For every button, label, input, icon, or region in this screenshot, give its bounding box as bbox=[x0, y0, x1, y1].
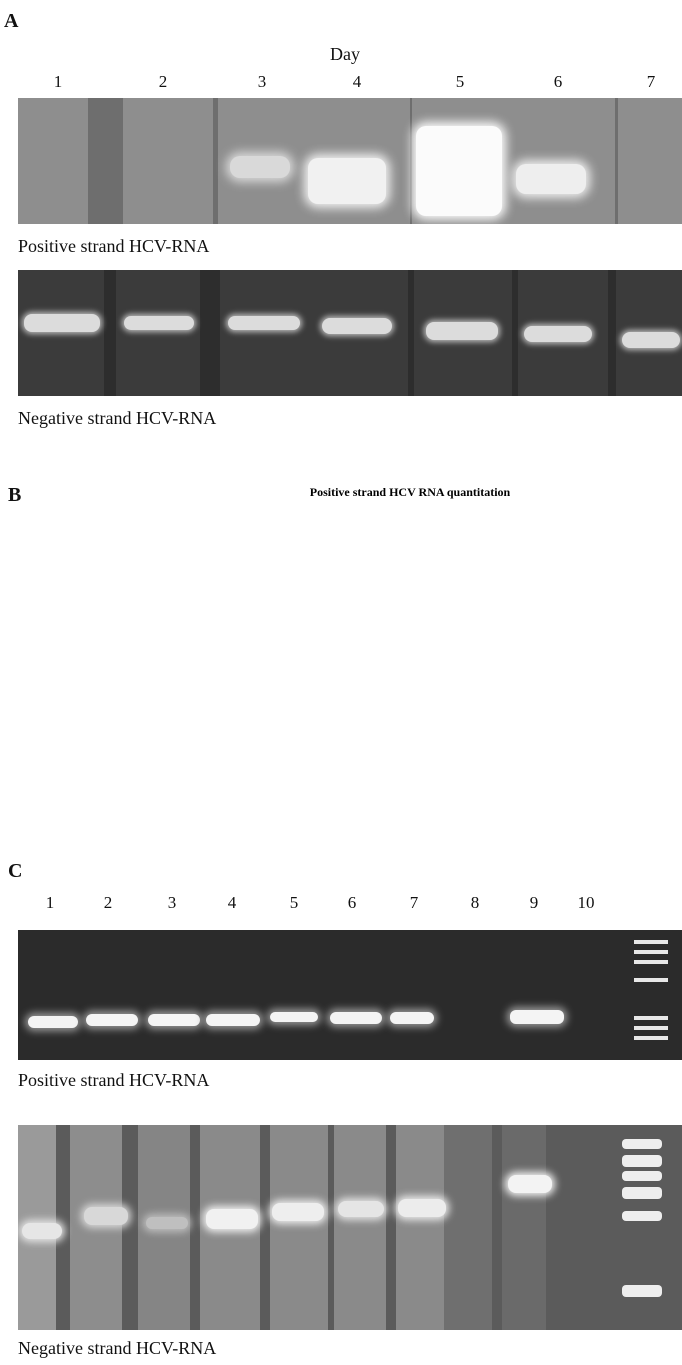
panel-c-letter: C bbox=[8, 860, 23, 882]
gel-band bbox=[86, 1014, 138, 1026]
gel-band bbox=[228, 316, 300, 330]
quantitation-line-chart: 0500010000150002000025000300001234567Pos… bbox=[310, 485, 511, 499]
ladder-band bbox=[622, 1155, 662, 1167]
ladder-band bbox=[634, 1036, 668, 1040]
gel-band bbox=[22, 1223, 62, 1239]
gel-a-positive bbox=[18, 98, 682, 224]
panel-a-lane-number: 6 bbox=[553, 72, 563, 91]
gel-band bbox=[206, 1209, 258, 1229]
ladder-band bbox=[622, 1171, 662, 1181]
panel-c-positive-caption: Positive strand HCV-RNA bbox=[18, 1070, 210, 1090]
panel-a-letter: A bbox=[4, 10, 19, 32]
day-label: Day bbox=[330, 44, 360, 64]
gel-band bbox=[24, 314, 100, 332]
gel-band bbox=[390, 1012, 434, 1024]
gel-band bbox=[206, 1014, 260, 1026]
panel-a-lane-number: 4 bbox=[352, 72, 362, 91]
gel-band bbox=[426, 322, 498, 340]
ladder-band bbox=[622, 1187, 662, 1199]
gel-a-negative bbox=[18, 270, 682, 396]
gel-lane bbox=[270, 1125, 328, 1330]
gel-band bbox=[308, 158, 386, 204]
panel-c-lane-number: 7 bbox=[409, 893, 419, 912]
gel-lane bbox=[116, 270, 200, 396]
ladder-band bbox=[634, 978, 668, 982]
gel-band bbox=[508, 1175, 552, 1193]
gel-c-negative bbox=[18, 1125, 682, 1330]
gel-lane bbox=[444, 1125, 492, 1330]
gel-band bbox=[338, 1201, 384, 1217]
panel-a-lane-number: 5 bbox=[455, 72, 465, 91]
gel-lane bbox=[123, 98, 213, 224]
panel-c-lane-number: 5 bbox=[289, 893, 299, 912]
gel-lane bbox=[502, 1125, 546, 1330]
gel-band bbox=[84, 1207, 128, 1225]
panel-c-negative-caption: Negative strand HCV-RNA bbox=[18, 1338, 217, 1358]
panel-a-lane-number: 2 bbox=[158, 72, 168, 91]
gel-band bbox=[272, 1203, 324, 1221]
gel-band bbox=[28, 1016, 78, 1028]
ladder-band bbox=[634, 940, 668, 944]
gel-lane bbox=[396, 1125, 452, 1330]
gel-lane bbox=[18, 98, 88, 224]
panel-a-positive-caption: Positive strand HCV-RNA bbox=[18, 236, 210, 256]
panel-c-lane-number: 6 bbox=[347, 893, 357, 912]
gel-band bbox=[416, 126, 502, 216]
gel-band bbox=[230, 156, 290, 178]
gel-band bbox=[516, 164, 586, 194]
panel-a-lane-number: 7 bbox=[646, 72, 656, 91]
gel-band bbox=[510, 1010, 564, 1024]
panel-c-lane-number: 1 bbox=[45, 893, 55, 912]
gel-lane bbox=[515, 98, 615, 224]
gel-band bbox=[146, 1217, 188, 1229]
gel-band bbox=[330, 1012, 382, 1024]
gel-band bbox=[322, 318, 392, 334]
ladder-band bbox=[634, 960, 668, 964]
panel-a-lane-number: 1 bbox=[53, 72, 63, 91]
gel-lane bbox=[18, 270, 104, 396]
gel-band bbox=[398, 1199, 446, 1217]
ladder-band bbox=[622, 1211, 662, 1221]
gel-band bbox=[524, 326, 592, 342]
gel-band bbox=[124, 316, 194, 330]
ladder-band bbox=[634, 1026, 668, 1030]
panel-a-lane-number: 3 bbox=[257, 72, 267, 91]
panel-c-lane-number: 10 bbox=[577, 893, 595, 912]
gel-band bbox=[622, 332, 680, 348]
panel-c-lane-number: 8 bbox=[470, 893, 480, 912]
gel-lane bbox=[220, 270, 312, 396]
gel-band bbox=[148, 1014, 200, 1026]
gel-lane bbox=[70, 1125, 122, 1330]
chart-title: Positive strand HCV RNA quantitation bbox=[310, 485, 511, 499]
ladder-band bbox=[634, 950, 668, 954]
panel-c-lane-number: 4 bbox=[227, 893, 237, 912]
panel-c-lane-number: 3 bbox=[167, 893, 177, 912]
ladder-band bbox=[622, 1139, 662, 1149]
gel-lane bbox=[618, 98, 682, 224]
panel-a-negative-caption: Negative strand HCV-RNA bbox=[18, 408, 217, 428]
gel-c-positive bbox=[18, 930, 682, 1060]
ladder-band bbox=[622, 1285, 662, 1297]
panel-c-lane-number: 9 bbox=[529, 893, 539, 912]
gel-lane bbox=[334, 1125, 386, 1330]
ladder-band bbox=[634, 1016, 668, 1020]
panel-b-letter: B bbox=[8, 484, 22, 506]
panel-c-lane-number: 2 bbox=[103, 893, 113, 912]
gel-band bbox=[270, 1012, 318, 1022]
